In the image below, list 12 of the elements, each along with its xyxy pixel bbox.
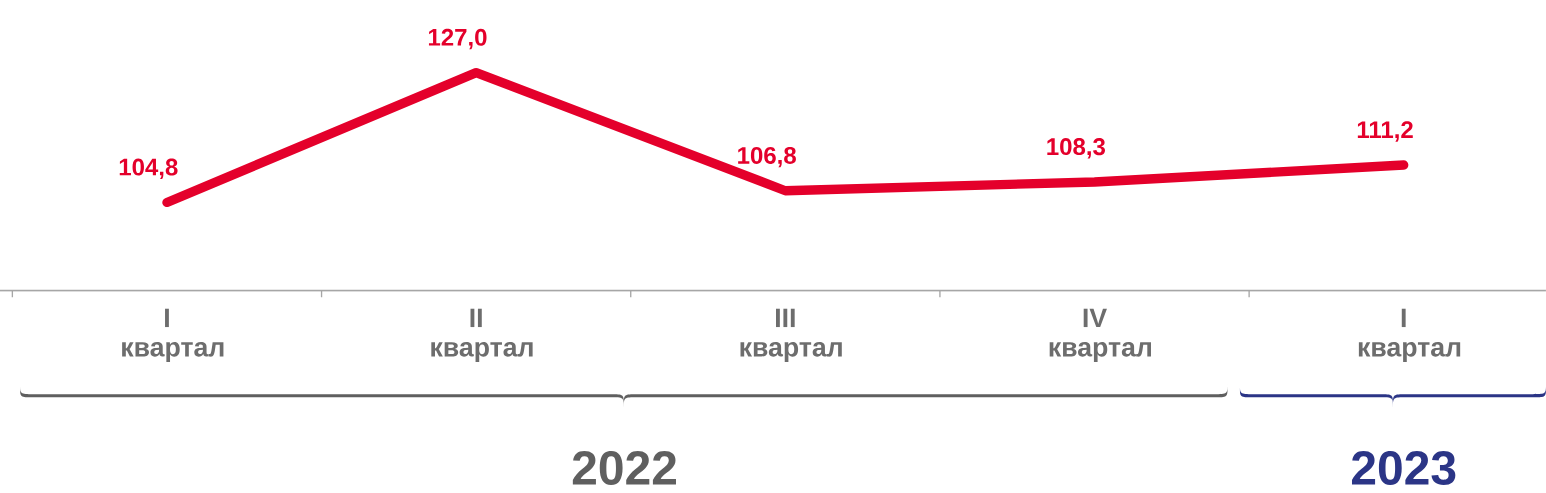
text: 2022: [572, 451, 676, 485]
text: 2023: [1351, 451, 1456, 486]
x-tick-label: III квартал: [740, 308, 842, 362]
x-tick-label: II квартал: [431, 308, 533, 362]
x-tick-label: I квартал: [122, 308, 224, 362]
data-label: 127,0: [428, 28, 487, 50]
data-label: 108,3: [1047, 138, 1106, 159]
x-tick-label: I квартал: [1358, 308, 1461, 362]
data-label: 111,2: [1357, 121, 1413, 142]
x-tick-label: IV квартал: [1049, 308, 1151, 362]
data-label: 104,8: [119, 158, 178, 180]
data-label: 106,8: [738, 146, 796, 168]
